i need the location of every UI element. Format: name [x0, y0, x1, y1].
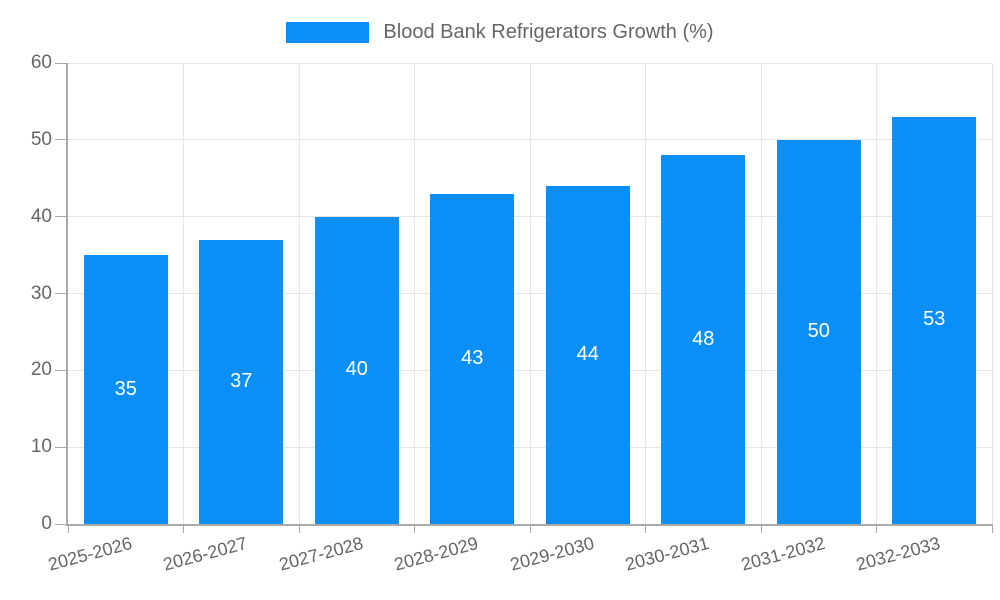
y-axis-tick: [55, 62, 68, 64]
bar-2032-2033[interactable]: 53: [892, 116, 977, 524]
y-axis-tick: [55, 446, 68, 448]
bar-value-label: 50: [807, 319, 830, 342]
x-axis-tick: [991, 524, 993, 533]
legend-label: Blood Bank Refrigerators Growth (%): [383, 21, 714, 43]
legend[interactable]: Blood Bank Refrigerators Growth (%): [0, 21, 1000, 44]
x-axis-tick: [876, 524, 877, 533]
bar-2030-2031[interactable]: 48: [661, 155, 746, 524]
x-gridline: [991, 63, 993, 524]
x-axis-tick: [760, 524, 762, 533]
x-axis-tick: [529, 524, 531, 533]
x-tick-label: 2025-2026: [45, 533, 134, 575]
x-tick-label: 2032-2033: [854, 533, 943, 575]
x-axis-tick: [414, 524, 415, 533]
y-tick-label: 60: [30, 52, 52, 73]
bar-2025-2026[interactable]: 35: [83, 255, 168, 524]
y-tick-label: 10: [30, 436, 52, 458]
bar-2026-2027[interactable]: 37: [199, 239, 284, 524]
x-gridline: [645, 63, 646, 524]
y-tick-label: 0: [41, 513, 52, 534]
x-gridline: [529, 63, 531, 524]
x-tick-label: 2026-2027: [161, 533, 250, 575]
bar-value-label: 40: [345, 358, 368, 381]
bar-2028-2029[interactable]: 43: [430, 193, 515, 524]
x-axis-tick: [183, 524, 184, 533]
y-axis-tick: [55, 293, 68, 294]
y-tick-label: 40: [30, 205, 52, 227]
x-axis-tick: [298, 524, 300, 533]
x-axis-line: [66, 524, 992, 526]
x-tick-label: 2027-2028: [276, 533, 365, 575]
y-tick-label: 30: [30, 282, 52, 304]
bar-value-label: 53: [923, 308, 946, 331]
y-axis-tick: [55, 139, 68, 141]
x-gridline: [876, 63, 877, 524]
x-gridline: [414, 63, 415, 524]
x-axis-tick: [645, 524, 646, 533]
x-tick-label: 2028-2029: [392, 533, 481, 575]
bar-value-label: 43: [461, 346, 484, 369]
x-tick-label: 2031-2032: [738, 533, 827, 575]
bar-value-label: 48: [692, 327, 715, 350]
x-tick-label: 2030-2031: [623, 533, 712, 575]
x-axis-tick: [67, 524, 69, 533]
y-axis-tick: [55, 216, 68, 218]
y-axis-tick: [55, 523, 68, 525]
x-gridline: [183, 63, 184, 524]
x-gridline: [298, 63, 300, 524]
x-gridline: [760, 63, 762, 524]
bar-value-label: 44: [576, 342, 599, 365]
y-tick-label: 20: [30, 359, 52, 381]
y-tick-label: 50: [30, 128, 52, 150]
bar-2029-2030[interactable]: 44: [545, 185, 630, 524]
y-axis-tick: [55, 369, 68, 371]
bar-2031-2032[interactable]: 50: [776, 139, 861, 524]
y-axis-line: [66, 63, 68, 524]
x-tick-label: 2029-2030: [507, 533, 596, 575]
bar-2027-2028[interactable]: 40: [314, 216, 399, 524]
legend-marker: [286, 22, 370, 43]
bar-value-label: 35: [114, 377, 137, 400]
bar-value-label: 37: [230, 369, 253, 392]
